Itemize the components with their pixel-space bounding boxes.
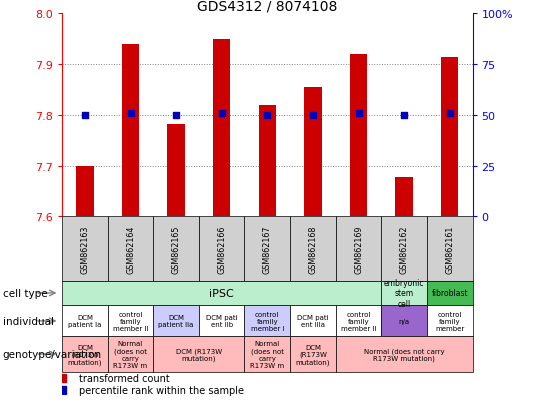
Bar — [350, 55, 367, 217]
Text: GSM862167: GSM862167 — [263, 225, 272, 273]
Text: iPSC: iPSC — [210, 288, 234, 298]
Bar — [304, 88, 321, 217]
Text: DCM (R173W
mutation): DCM (R173W mutation) — [176, 347, 222, 361]
Text: DCM
(R173W
mutation): DCM (R173W mutation) — [68, 344, 102, 365]
Bar — [107, 306, 153, 337]
Text: DCM pati
ent IIIa: DCM pati ent IIIa — [297, 315, 329, 328]
Bar — [122, 45, 139, 217]
Point — [446, 111, 454, 117]
Text: control
family
member I: control family member I — [251, 311, 284, 331]
Text: DCM
patient Ia: DCM patient Ia — [68, 315, 102, 328]
Text: DCM
patient IIa: DCM patient IIa — [158, 315, 194, 328]
Text: fibroblast: fibroblast — [431, 289, 468, 298]
Bar — [290, 306, 336, 337]
Text: GSM862163: GSM862163 — [80, 225, 90, 273]
Text: Normal
(does not
carry
R173W m: Normal (does not carry R173W m — [250, 340, 285, 368]
Bar — [153, 306, 199, 337]
Bar — [62, 306, 107, 337]
Bar — [199, 306, 245, 337]
Text: GSM862166: GSM862166 — [217, 225, 226, 273]
Bar — [107, 337, 153, 372]
Text: control
family
member II: control family member II — [341, 311, 376, 331]
Bar — [290, 217, 336, 281]
Bar — [381, 306, 427, 337]
Bar — [381, 281, 427, 306]
Text: transformed count: transformed count — [78, 373, 169, 383]
Bar — [395, 177, 413, 217]
Bar — [381, 217, 427, 281]
Text: GSM862164: GSM862164 — [126, 225, 135, 273]
Text: GSM862169: GSM862169 — [354, 225, 363, 273]
Point — [80, 112, 89, 119]
Bar — [336, 306, 381, 337]
Bar — [259, 105, 276, 217]
Text: GSM862162: GSM862162 — [400, 225, 409, 273]
Bar — [153, 337, 245, 372]
Text: cell type: cell type — [3, 288, 48, 298]
Bar — [153, 217, 199, 281]
Text: Normal
(does not
carry
R173W m: Normal (does not carry R173W m — [113, 340, 147, 368]
Bar — [336, 217, 381, 281]
Bar — [427, 281, 472, 306]
Text: control
family
member: control family member — [435, 311, 464, 331]
Bar — [427, 217, 472, 281]
Text: control
family
member II: control family member II — [113, 311, 148, 331]
Point — [308, 112, 317, 119]
Bar — [245, 306, 290, 337]
Text: GSM862168: GSM862168 — [308, 225, 318, 273]
Text: genotype/variation: genotype/variation — [3, 349, 102, 359]
Bar — [107, 217, 153, 281]
Point — [126, 111, 135, 117]
Bar — [336, 337, 472, 372]
Bar — [213, 40, 231, 217]
Point — [263, 112, 272, 119]
Point — [354, 111, 363, 117]
Point — [172, 112, 180, 119]
Text: percentile rank within the sample: percentile rank within the sample — [78, 385, 244, 395]
Text: DCM pati
ent IIb: DCM pati ent IIb — [206, 315, 238, 328]
Text: GSM862161: GSM862161 — [445, 225, 454, 273]
Title: GDS4312 / 8074108: GDS4312 / 8074108 — [197, 0, 338, 13]
Text: embryonic
stem
cell: embryonic stem cell — [384, 278, 424, 308]
Text: DCM
(R173W
mutation): DCM (R173W mutation) — [296, 344, 330, 365]
Bar — [441, 57, 458, 217]
Bar — [245, 337, 290, 372]
Text: individual: individual — [3, 316, 53, 326]
Bar — [199, 217, 245, 281]
Bar — [427, 306, 472, 337]
Text: GSM862165: GSM862165 — [172, 225, 180, 273]
Bar — [290, 337, 336, 372]
Text: Normal (does not carry
R173W mutation): Normal (does not carry R173W mutation) — [364, 347, 444, 361]
Text: n/a: n/a — [399, 318, 410, 324]
Bar — [62, 217, 107, 281]
Bar — [245, 217, 290, 281]
Bar — [76, 166, 93, 217]
Point — [400, 112, 408, 119]
Bar — [62, 281, 381, 306]
Point — [218, 111, 226, 117]
Bar — [62, 337, 107, 372]
Bar — [167, 124, 185, 217]
